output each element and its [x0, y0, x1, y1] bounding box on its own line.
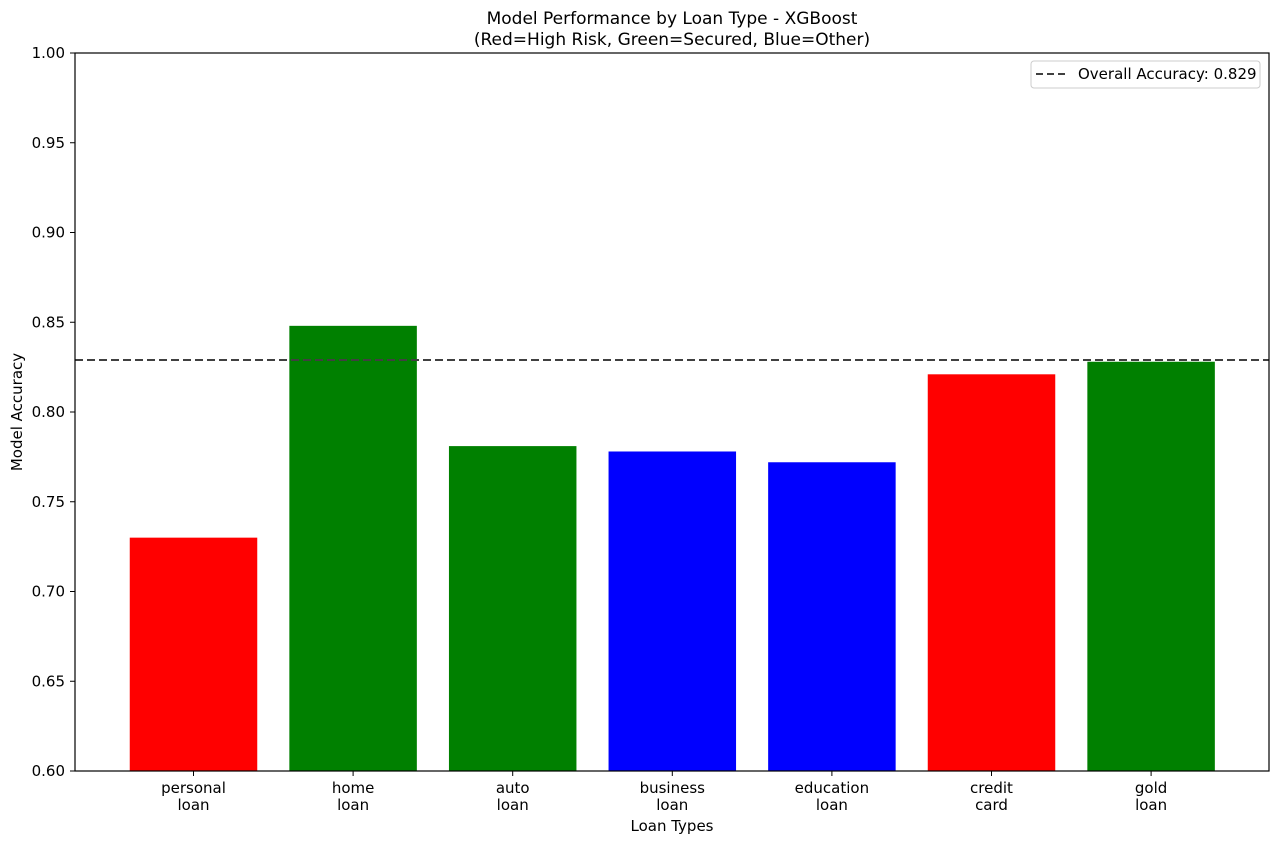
x-tick-label: credit card — [970, 779, 1013, 814]
y-tick-label: 0.65 — [32, 672, 65, 690]
y-ticks-group: 0.60 0.65 0.70 0.75 0.80 0.85 0.90 0.95 1.00 — [32, 44, 75, 780]
x-axis-label: Loan Types — [630, 817, 713, 835]
y-axis-label: Model Accuracy — [8, 353, 26, 471]
y-tick-label: 0.80 — [32, 403, 65, 421]
bar-credit-card — [927, 374, 1056, 771]
x-tick-label: gold loan — [1135, 779, 1167, 814]
y-tick-label: 0.90 — [32, 224, 65, 242]
x-tick-label: auto loan — [496, 779, 530, 814]
legend-entry-overall-accuracy: Overall Accuracy: 0.829 — [1078, 65, 1257, 83]
bar-education-loan — [768, 462, 896, 771]
y-tick-label: 0.70 — [32, 583, 65, 601]
legend: Overall Accuracy: 0.829 — [1030, 60, 1261, 89]
y-tick-label: 0.95 — [32, 134, 65, 152]
bar-auto-loan — [448, 446, 577, 771]
bar-business-loan — [608, 451, 737, 771]
x-tick-label: personal loan — [161, 779, 226, 814]
bar-personal-loan — [129, 537, 258, 771]
y-tick-label: 1.00 — [32, 44, 65, 62]
bar-gold-loan — [1087, 361, 1215, 771]
chart-title: Model Performance by Loan Type - XGBoost — [487, 9, 858, 29]
chart-subtitle: (Red=High Risk, Green=Secured, Blue=Othe… — [474, 30, 870, 50]
y-tick-label: 0.60 — [32, 762, 65, 780]
bar-home-loan — [289, 325, 417, 771]
legend-box — [1030, 60, 1261, 89]
bars-group — [129, 325, 1215, 771]
x-tick-label: home loan — [332, 779, 375, 814]
y-tick-label: 0.85 — [32, 313, 65, 331]
x-ticks-group: personal loan home loan auto loan business loan… — [161, 771, 1167, 814]
x-tick-label: business loan — [640, 779, 706, 814]
x-tick-label: education loan — [795, 779, 869, 814]
y-tick-label: 0.75 — [32, 493, 65, 511]
